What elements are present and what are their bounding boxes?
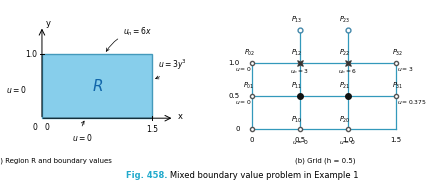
Text: 0: 0 [44,123,49,132]
Text: 0.5: 0.5 [294,137,306,143]
Text: 0: 0 [235,126,240,132]
Text: $u = 0.375$: $u = 0.375$ [397,98,427,106]
Text: $P_{12}$: $P_{12}$ [291,48,303,58]
Text: $u = 3$: $u = 3$ [397,65,414,73]
Text: $u = 0$: $u = 0$ [6,84,27,95]
Text: 1.5: 1.5 [390,137,401,143]
Text: $P_{10}$: $P_{10}$ [291,114,303,125]
Text: 0: 0 [250,137,254,143]
Text: 1.5: 1.5 [146,125,158,134]
Text: $u_n = 6$: $u_n = 6$ [338,68,358,76]
Text: Fig. 458.: Fig. 458. [126,171,168,180]
Text: $P_{01}$: $P_{01}$ [244,81,255,92]
Text: $u = 0$: $u = 0$ [72,121,93,142]
Text: 1.0: 1.0 [229,60,240,66]
FancyBboxPatch shape [42,54,152,118]
Text: (b) Grid (h = 0.5): (b) Grid (h = 0.5) [295,157,356,164]
Text: 0: 0 [33,123,38,132]
Text: $u = 0$: $u = 0$ [235,98,251,106]
Text: $u_n = 6x$: $u_n = 6x$ [106,25,152,51]
Text: 1.0: 1.0 [25,50,37,59]
Text: Mixed boundary value problem in Example 1: Mixed boundary value problem in Example … [162,171,358,180]
Text: $P_{32}$: $P_{32}$ [392,48,403,58]
Text: $u = 0$: $u = 0$ [339,138,356,146]
Text: x: x [178,112,183,121]
Text: $P_{23}$: $P_{23}$ [339,15,350,25]
Text: $P_{02}$: $P_{02}$ [244,48,255,58]
Text: $u = 3y^3$: $u = 3y^3$ [155,58,187,79]
Text: $u = 0$: $u = 0$ [291,138,308,146]
Text: 0.5: 0.5 [229,93,240,99]
Text: $P_{31}$: $P_{31}$ [392,81,403,92]
Text: (a.) Region R and boundary values: (a.) Region R and boundary values [0,157,111,164]
Text: $P_{22}$: $P_{22}$ [339,48,350,58]
Text: $R$: $R$ [92,78,103,94]
Text: $P_{11}$: $P_{11}$ [291,81,303,92]
Text: $P_{13}$: $P_{13}$ [291,15,303,25]
Text: y: y [46,19,51,28]
Text: $P_{21}$: $P_{21}$ [339,81,350,92]
Text: $u_n = 3$: $u_n = 3$ [290,68,310,76]
Text: $P_{20}$: $P_{20}$ [339,114,350,125]
Text: 1.0: 1.0 [342,137,354,143]
Text: $u = 0$: $u = 0$ [235,65,251,73]
